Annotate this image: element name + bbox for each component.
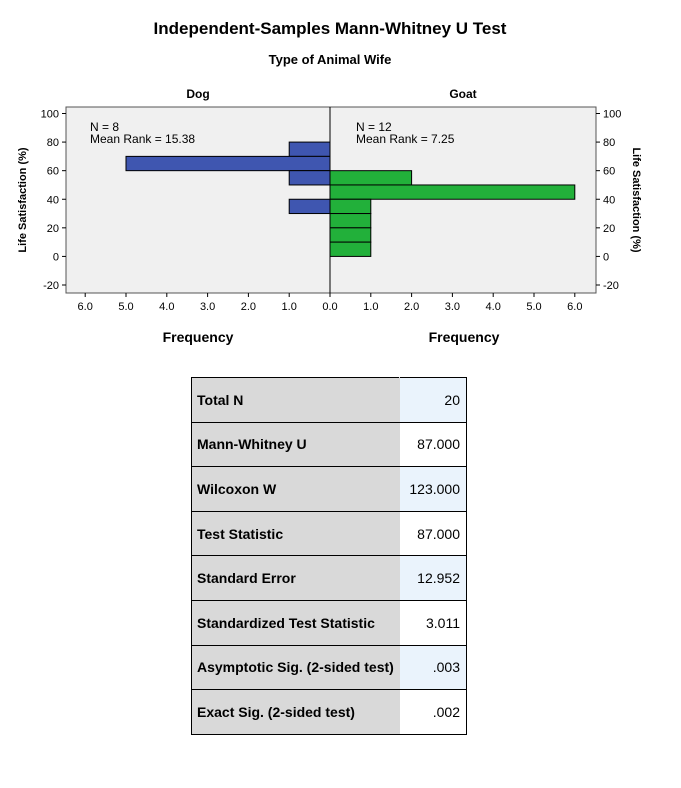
x-axis-label-left: Frequency [163,329,234,345]
histogram-bar-goat [329,170,413,186]
y-axis-label-right: Life Satisfaction (%) [630,147,642,252]
table-row: Exact Sig. (2-sided test) .002 [190,689,467,735]
group-label-dog: Dog [186,87,209,101]
group-n-dog: N = 8 [90,120,119,134]
x-tick-label: 4.0 [159,301,174,313]
histogram-bar-goat [329,184,576,200]
table-row: Test Statistic 87.000 [190,510,467,557]
x-tick-label: 2.0 [404,301,419,313]
table-row: Standardized Test Statistic 3.011 [190,599,467,646]
histogram-bar-dog [125,155,331,172]
x-tick-label: 1.0 [363,301,378,313]
chart-title: Independent-Samples Mann-Whitney U Test [154,19,507,38]
histogram-bar-goat [329,227,372,243]
histogram-bar-goat [329,241,372,257]
x-tick-label: 6.0 [567,301,582,313]
x-axis-label-right: Frequency [429,329,500,345]
stat-label: Standard Error [190,555,401,601]
table-row: Asymptotic Sig. (2-sided test) .003 [190,644,467,691]
stat-label: Exact Sig. (2-sided test) [190,689,401,735]
stat-value: 123.000 [399,466,467,512]
group-n-goat: N = 12 [356,120,392,134]
y-tick-label-left: 100 [41,109,59,121]
y-tick-label-left: 0 [53,251,59,263]
group-label-goat: Goat [449,87,476,101]
x-tick-label: 5.0 [118,301,133,313]
stat-value: .003 [399,644,467,691]
table-row: Total N 20 [190,377,467,423]
y-tick-label-right: 100 [603,109,621,121]
table-row: Standard Error 12.952 [190,555,467,601]
histogram-bar-dog [288,141,331,157]
stat-value: 20 [399,377,467,423]
table-row: Wilcoxon W 123.000 [190,466,467,512]
y-tick-label-right: 20 [603,223,615,235]
stat-label: Mann-Whitney U [190,421,401,468]
table-row: Mann-Whitney U 87.000 [190,421,467,468]
stat-label: Wilcoxon W [190,466,401,512]
histogram-bar-goat [329,198,372,215]
y-tick-label-left: 60 [47,166,59,178]
x-tick-label: 3.0 [200,301,215,313]
stat-label: Test Statistic [190,510,401,557]
y-tick-label-right: 0 [603,251,609,263]
y-tick-label-left: -20 [43,280,59,292]
y-tick-label-right: 60 [603,166,615,178]
group-mean-rank-dog: Mean Rank = 15.38 [90,132,195,146]
stat-value: .002 [399,689,467,735]
y-tick-label-right: 80 [603,137,615,149]
y-tick-label-right: 40 [603,194,615,206]
stat-value: 87.000 [399,421,467,468]
chart-subtitle: Type of Animal Wife [269,52,392,67]
x-tick-label: 1.0 [282,301,297,313]
stat-label: Asymptotic Sig. (2-sided test) [190,644,401,691]
chart-axes: -20 -20 0 0 20 20 40 40 60 60 80 80 100 100 0.0 1.0 1.0 2… [41,87,622,313]
stat-value: 3.011 [399,599,467,646]
histogram-bar-dog [288,170,331,186]
stat-value: 87.000 [399,510,467,557]
y-axis-label-left: Life Satisfaction (%) [17,147,29,252]
x-tick-label: 0.0 [322,301,337,313]
group-mean-rank-goat: Mean Rank = 7.25 [356,132,455,146]
stat-label: Standardized Test Statistic [190,599,401,646]
y-tick-label-right: -20 [603,280,619,292]
x-tick-label: 3.0 [445,301,460,313]
x-tick-label: 4.0 [486,301,501,313]
x-tick-label: 6.0 [78,301,93,313]
histogram-bar-dog [288,198,331,215]
x-tick-label: 2.0 [241,301,256,313]
stat-value: 12.952 [399,555,467,601]
y-tick-label-left: 80 [47,137,59,149]
x-tick-label: 5.0 [526,301,541,313]
y-tick-label-left: 40 [47,194,59,206]
stat-label: Total N [190,377,401,423]
chart-svg: Independent-Samples Mann-Whitney U Test … [17,19,642,345]
histogram-bar-goat [329,213,372,229]
y-tick-label-left: 20 [47,223,59,235]
